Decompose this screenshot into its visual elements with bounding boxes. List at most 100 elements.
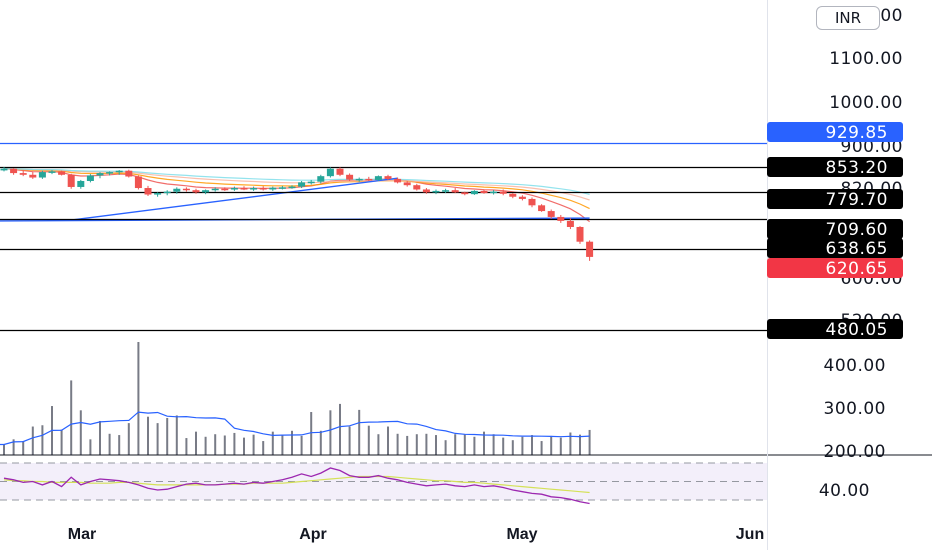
price-tag: 638.65	[767, 238, 903, 259]
time-axis[interactable]: Mar Apr May Jun	[68, 526, 764, 543]
volume-bar	[214, 434, 217, 455]
candle-body	[298, 182, 306, 187]
candle-body	[278, 187, 286, 189]
candle-body	[202, 190, 210, 193]
rising-trendline[interactable]	[71, 177, 398, 221]
candle	[422, 188, 430, 194]
volume-bar	[262, 441, 265, 455]
candle	[442, 188, 450, 194]
candle-body	[547, 211, 555, 217]
currency-badge[interactable]: INR	[816, 6, 880, 30]
candle-body	[413, 185, 421, 190]
candle	[307, 179, 315, 185]
rsi-line	[3, 467, 590, 505]
candle-body	[480, 190, 488, 194]
candle	[67, 173, 75, 189]
price-tick-label: 1100.00	[829, 49, 903, 69]
candle	[566, 218, 574, 230]
price-tag: 620.65	[767, 258, 903, 279]
volume-bar	[60, 429, 63, 455]
volume-ma-line	[0, 411, 590, 446]
volume-bar	[358, 409, 361, 455]
volume-bar	[367, 425, 370, 455]
candle	[490, 190, 498, 195]
volume-bar	[89, 439, 92, 455]
candle-body	[38, 172, 46, 178]
candle-body	[163, 191, 171, 194]
volume-bar	[559, 437, 562, 455]
rsi-signal-line	[3, 475, 590, 494]
candle-body	[365, 178, 373, 181]
price-tag-label: 853.20	[826, 158, 888, 178]
price-tag-box	[767, 157, 903, 177]
volume-bar	[319, 430, 322, 455]
candle	[125, 169, 133, 178]
horizontal-levels[interactable]	[0, 142, 767, 332]
time-tick-label: Apr	[299, 526, 327, 543]
candle-body	[182, 188, 190, 191]
volume-bar	[444, 440, 447, 455]
candle	[509, 193, 517, 199]
candle-body	[394, 178, 402, 183]
volume-bar	[281, 435, 284, 455]
candle-body	[86, 175, 94, 181]
candle-body	[19, 173, 27, 175]
ema-line	[3, 168, 590, 195]
candle	[499, 189, 507, 196]
candle	[278, 185, 286, 190]
volume-bar	[156, 423, 159, 455]
price-tag-label: 638.65	[826, 239, 888, 259]
volume-bar	[329, 410, 332, 455]
volume-bar	[195, 431, 197, 455]
volume-bar	[502, 437, 505, 455]
volume-bar	[377, 434, 380, 455]
volume-bar	[137, 342, 140, 455]
candle	[384, 174, 392, 180]
candle	[538, 204, 546, 212]
candle-body	[403, 182, 411, 186]
candle-body	[48, 171, 56, 173]
volume-bar	[415, 434, 418, 455]
candle	[106, 171, 114, 176]
volume-bar	[348, 426, 351, 455]
candle-body	[509, 193, 517, 197]
candle-body	[211, 188, 219, 191]
candle	[163, 190, 171, 196]
volume-bar	[492, 434, 495, 455]
volume-bar	[79, 410, 82, 455]
candle	[86, 174, 94, 183]
candles	[0, 167, 594, 261]
candle	[192, 188, 200, 194]
candle-body	[432, 190, 440, 193]
candle	[0, 167, 8, 172]
candle-body	[154, 193, 162, 195]
volume-bar	[233, 432, 236, 455]
rsi-pane	[0, 462, 767, 501]
candle	[576, 226, 584, 244]
price-tag-label: 480.05	[826, 320, 888, 340]
candle-body	[58, 171, 66, 175]
volume-bar	[435, 435, 437, 455]
candle-body	[192, 190, 200, 193]
rsi-lines	[3, 467, 590, 505]
candle	[173, 187, 181, 194]
candle	[58, 170, 66, 176]
volume-bar	[147, 416, 149, 455]
volume-bar	[204, 436, 207, 455]
price-tick-label: 1000.00	[829, 93, 903, 113]
candle	[461, 191, 469, 196]
candle-body	[557, 216, 565, 221]
price-tag-box	[767, 258, 903, 278]
candle	[77, 179, 85, 189]
candle-body	[96, 173, 104, 176]
volume-bar	[425, 433, 428, 455]
candle-body	[317, 176, 325, 182]
volume-bar	[223, 435, 226, 455]
candle	[518, 195, 526, 201]
volume-bar	[463, 434, 466, 455]
candle	[451, 188, 459, 194]
candle	[182, 187, 190, 192]
candle-body	[461, 192, 469, 195]
